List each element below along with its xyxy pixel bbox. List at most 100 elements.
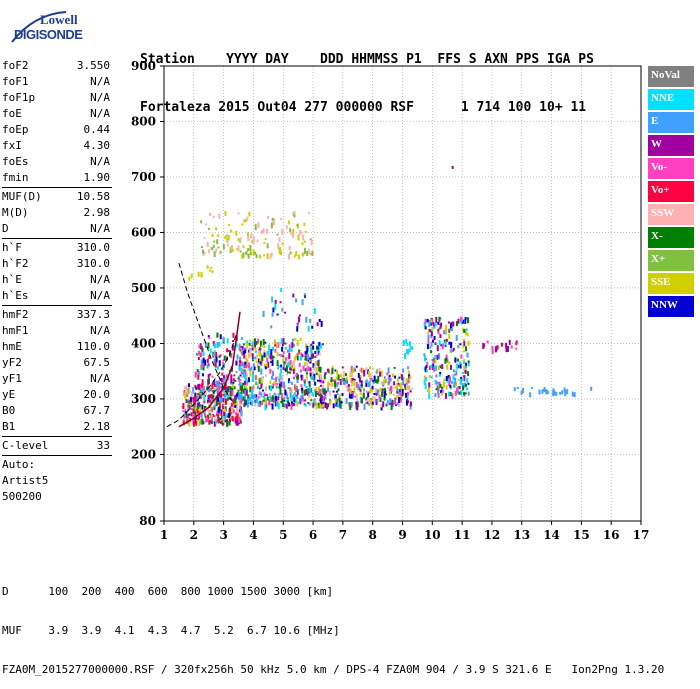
echo-mark (269, 392, 272, 397)
echo-mark (277, 342, 280, 349)
echo-mark (206, 358, 209, 363)
echo-mark (449, 328, 452, 331)
echo-mark (306, 372, 309, 375)
echo-mark (505, 342, 508, 348)
echo-mark (316, 379, 319, 382)
echo-mark (520, 390, 523, 395)
echo-mark (250, 366, 253, 371)
echo-mark (337, 388, 340, 392)
echo-mark (322, 380, 325, 384)
echo-mark (295, 403, 298, 407)
echo-mark (463, 341, 466, 347)
echo-mark (235, 248, 238, 251)
echo-mark (406, 399, 409, 402)
legend-item: NNW (648, 296, 694, 319)
echo-mark (206, 364, 209, 369)
echo-mark (307, 357, 310, 363)
echo-mark (239, 379, 242, 382)
echo-mark (243, 399, 246, 403)
echo-mark (282, 403, 285, 408)
echo-mark (281, 307, 284, 312)
echo-mark (247, 253, 250, 259)
echo-mark (404, 353, 407, 360)
echo-mark (188, 404, 191, 408)
echo-mark (246, 232, 249, 237)
echo-mark (290, 403, 293, 410)
echo-mark (209, 411, 212, 415)
echo-mark (222, 378, 225, 385)
echo-mark (277, 243, 280, 250)
param-row: h`Es N/A (2, 288, 112, 304)
echo-mark (203, 400, 206, 404)
echo-mark (207, 342, 210, 349)
echo-mark (365, 367, 368, 371)
x-tick-label: 3 (219, 528, 227, 542)
echo-mark (300, 352, 303, 356)
echo-mark (496, 345, 499, 350)
echo-mark (274, 303, 277, 310)
echo-mark (375, 370, 378, 374)
echo-mark (205, 418, 208, 422)
echo-mark (248, 342, 251, 346)
echo-mark (305, 350, 308, 356)
echo-mark (428, 374, 431, 378)
echo-mark (208, 420, 211, 425)
echo-mark (189, 390, 192, 393)
echo-mark (334, 398, 337, 403)
echo-mark (343, 378, 346, 382)
echo-mark (184, 393, 187, 400)
echo-mark (438, 353, 441, 360)
echo-mark (230, 246, 233, 250)
legend-item: W (648, 135, 694, 158)
echo-mark (451, 165, 454, 169)
echo-mark (353, 395, 356, 398)
echo-mark (192, 387, 195, 394)
echo-mark (432, 321, 435, 324)
echo-mark (314, 381, 317, 386)
echo-mark (212, 390, 215, 393)
echo-mark (288, 380, 291, 383)
echo-mark (482, 343, 485, 350)
echo-mark (232, 381, 235, 384)
echo-mark (312, 375, 315, 380)
echo-mark (289, 360, 292, 367)
echo-mark (510, 345, 513, 349)
y-tick-label: 600 (131, 225, 156, 239)
echo-mark (215, 248, 218, 253)
echo-mark (465, 328, 468, 332)
echo-mark (454, 377, 457, 384)
echo-mark (508, 339, 511, 345)
echo-mark (251, 375, 254, 382)
echo-mark (308, 402, 311, 406)
echo-mark (356, 398, 359, 402)
echo-mark (213, 421, 216, 424)
echo-mark (240, 410, 243, 417)
echo-mark (199, 393, 202, 396)
echo-mark (462, 372, 465, 375)
echo-mark (280, 354, 283, 358)
echo-mark (378, 368, 381, 373)
param-value: 310.0 (76, 241, 110, 254)
echo-mark (226, 420, 229, 427)
echo-mark (249, 401, 252, 405)
echo-mark (515, 342, 518, 346)
echo-mark (197, 404, 200, 410)
echo-mark (267, 361, 270, 368)
echo-mark (308, 212, 311, 215)
echo-mark (385, 378, 388, 383)
echo-mark (294, 355, 297, 359)
echo-mark (231, 383, 234, 390)
echo-mark (222, 419, 225, 424)
echo-mark (197, 392, 200, 395)
echo-mark (197, 357, 200, 361)
echo-mark (203, 412, 206, 416)
echo-mark (376, 399, 379, 402)
echo-mark (188, 276, 191, 281)
x-tick-label: 7 (339, 528, 347, 542)
echo-mark (254, 402, 257, 407)
echo-mark (219, 250, 222, 254)
echo-mark (185, 388, 188, 392)
param-row: yF2 67.5 (2, 355, 112, 371)
echo-mark (263, 254, 266, 257)
echo-mark (359, 374, 362, 379)
